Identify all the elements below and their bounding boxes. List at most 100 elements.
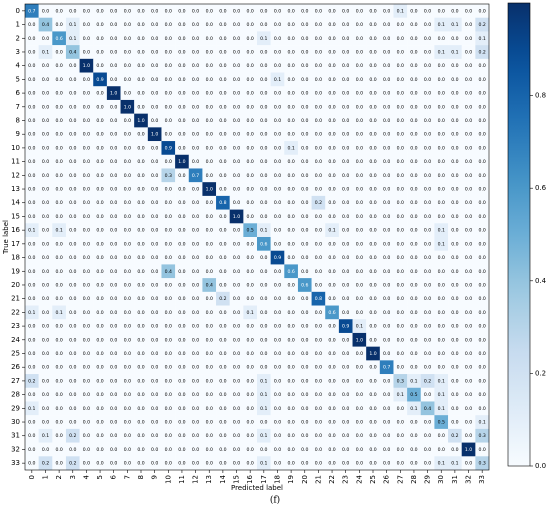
cell-label: 0.0 — [124, 132, 131, 138]
cell-label: 0.0 — [28, 241, 35, 247]
cell-label: 0.0 — [247, 433, 254, 439]
cell — [243, 387, 258, 402]
cell — [461, 319, 476, 334]
cell — [393, 31, 408, 46]
cell — [270, 45, 285, 60]
cell-label: 0.0 — [192, 310, 199, 316]
cell-label: 0.0 — [410, 324, 417, 330]
cell — [311, 4, 326, 18]
cell — [352, 58, 367, 73]
x-tick-label: 13 — [205, 475, 213, 484]
cell-label: 0.0 — [110, 420, 117, 426]
cell — [161, 99, 176, 114]
cell — [134, 278, 149, 293]
cell-label: 0.0 — [233, 228, 240, 234]
cell — [79, 58, 94, 73]
cell — [352, 141, 367, 155]
cell — [420, 387, 435, 402]
cell — [93, 45, 108, 60]
cell — [461, 456, 476, 471]
cell — [379, 182, 394, 197]
cell — [434, 31, 449, 46]
cell-label: 0.0 — [274, 104, 281, 110]
cell — [393, 332, 408, 347]
cell — [297, 442, 312, 457]
x-tick-label: 4 — [82, 474, 90, 479]
cell-label: 0.0 — [233, 91, 240, 97]
cell — [284, 86, 299, 101]
cell-label: 0.0 — [206, 118, 213, 124]
cell-label: 0.0 — [83, 49, 90, 55]
cell-label: 0.0 — [178, 77, 185, 83]
cell — [229, 99, 244, 114]
cell — [434, 319, 449, 334]
cell — [134, 456, 149, 471]
cell — [93, 291, 108, 306]
cell — [461, 305, 476, 320]
cell-label: 0.1 — [247, 310, 254, 316]
cell — [352, 305, 367, 320]
cell — [93, 72, 108, 87]
cell-label: 0.0 — [315, 22, 322, 28]
cell — [120, 4, 135, 18]
cell — [257, 113, 271, 128]
cell-label: 0.2 — [315, 200, 322, 206]
cell — [461, 401, 476, 416]
cell-label: 0.0 — [465, 324, 472, 330]
x-tick-label: 7 — [123, 475, 131, 479]
cell-label: 0.0 — [219, 351, 226, 357]
cell-label: 0.0 — [219, 461, 226, 467]
cell — [243, 223, 258, 238]
cell-label: 0.0 — [328, 365, 335, 371]
cell-label: 0.0 — [124, 420, 131, 426]
cell-label: 0.1 — [438, 461, 445, 467]
cell — [448, 401, 462, 416]
cell — [120, 250, 135, 265]
cell — [325, 332, 340, 347]
cell-label: 0.0 — [369, 241, 376, 247]
cell — [352, 168, 367, 183]
cell — [420, 291, 435, 306]
cell — [393, 415, 408, 430]
cell-label: 0.0 — [110, 77, 117, 83]
cell-label: 0.0 — [42, 159, 49, 165]
cell-label: 0.0 — [301, 392, 308, 398]
cell-label: 0.1 — [274, 77, 281, 83]
cell — [38, 387, 53, 402]
cell-label: 0.0 — [342, 118, 349, 124]
cell-label: 0.0 — [356, 187, 363, 193]
cell-label: 0.0 — [479, 447, 486, 453]
cell — [311, 223, 326, 238]
cell — [420, 168, 435, 183]
cell — [461, 58, 476, 73]
cell-label: 0.0 — [479, 324, 486, 330]
cell-label: 0.0 — [479, 8, 486, 14]
cell — [393, 305, 408, 320]
cell-label: 0.0 — [178, 132, 185, 138]
cell-label: 0.0 — [233, 8, 240, 14]
cell — [448, 58, 462, 73]
cell — [366, 237, 381, 251]
cell — [338, 45, 353, 60]
cell — [434, 45, 449, 60]
cell — [120, 237, 135, 251]
cell-label: 0.0 — [397, 282, 404, 288]
cell — [393, 4, 408, 18]
cell — [120, 17, 135, 32]
cell-label: 0.0 — [383, 104, 390, 110]
cell — [325, 278, 340, 293]
cell-label: 0.1 — [55, 310, 62, 316]
cell — [325, 374, 340, 388]
cell-label: 0.0 — [110, 214, 117, 220]
cell — [188, 456, 203, 471]
cell — [147, 360, 162, 375]
cell-label: 0.0 — [206, 241, 213, 247]
cell — [325, 45, 340, 60]
cell — [243, 332, 258, 347]
cell-label: 0.0 — [301, 49, 308, 55]
cell — [448, 195, 462, 210]
cell — [297, 456, 312, 471]
cell — [229, 127, 244, 142]
cell-label: 0.0 — [301, 296, 308, 302]
cell — [420, 99, 435, 114]
